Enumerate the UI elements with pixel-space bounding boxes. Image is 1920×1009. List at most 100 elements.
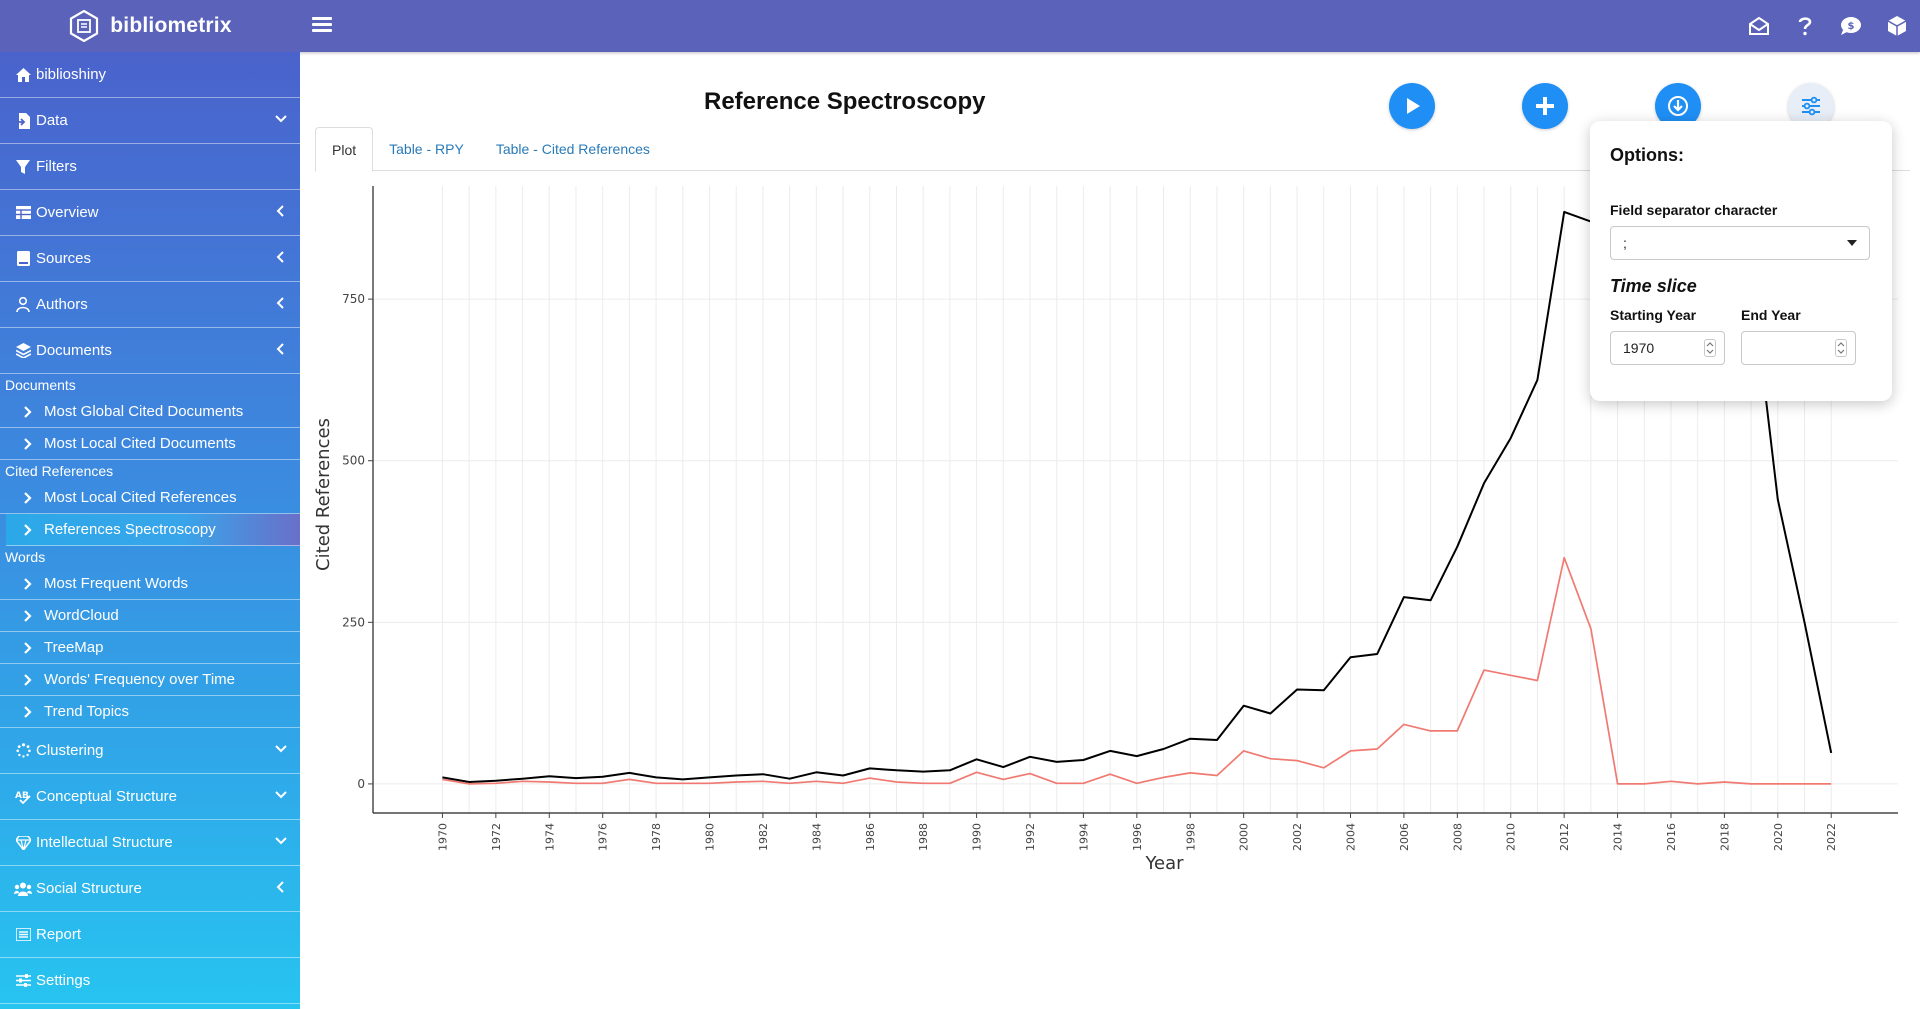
sidebar-item-clustering[interactable]: Clustering <box>0 728 300 774</box>
sidebar-item-label: biblioshiny <box>36 66 107 83</box>
x-tick-label: 2012 <box>1558 823 1571 851</box>
x-tick-label: 1980 <box>704 823 717 851</box>
sidebar-item-sources[interactable]: Sources <box>0 236 300 282</box>
x-tick-label: 1996 <box>1131 823 1144 851</box>
sidebar-item-conceptual-structure[interactable]: AB Conceptual Structure <box>0 774 300 820</box>
sidebar-item-authors[interactable]: Authors <box>0 282 300 328</box>
x-tick-label: 2018 <box>1718 823 1731 851</box>
x-tick-label: 1998 <box>1184 823 1197 851</box>
spell-check-icon: AB <box>14 789 32 805</box>
comment-dollar-icon[interactable]: $ <box>1828 0 1874 52</box>
layers-icon <box>14 343 32 359</box>
chevron-right-icon <box>24 577 32 590</box>
brand-name: bibliometrix <box>110 14 232 37</box>
sidebar-item-intellectual-structure[interactable]: Intellectual Structure <box>0 820 300 866</box>
sidebar-item-label: Documents <box>36 342 112 359</box>
chevron-down-icon <box>275 791 287 799</box>
chevron-left-icon <box>276 251 284 263</box>
sidebar-subitem-references-spectroscopy[interactable]: References Spectroscopy <box>6 514 300 546</box>
x-tick-label: 1974 <box>543 823 556 851</box>
list-icon <box>14 927 32 943</box>
x-tick-label: 2010 <box>1505 823 1518 851</box>
x-tick-label: 2008 <box>1451 823 1464 851</box>
sidebar-item-filters[interactable]: Filters <box>0 144 300 190</box>
sidebar-subitem-most-global-cited-documents[interactable]: Most Global Cited Documents <box>0 396 300 428</box>
sidebar-item-label: Social Structure <box>36 880 142 897</box>
top-bar: bibliometrix $ <box>0 0 1920 52</box>
sidebar-toggle-button[interactable] <box>312 14 332 38</box>
time-slice-title: Time slice <box>1610 276 1697 296</box>
stepper-icon[interactable] <box>1704 339 1716 357</box>
svg-text:$: $ <box>1848 21 1855 32</box>
sidebar-item-documents[interactable]: Documents <box>0 328 300 374</box>
sidebar-subitem-most-frequent-words[interactable]: Most Frequent Words <box>0 568 300 600</box>
x-tick-label: 1984 <box>810 823 823 851</box>
add-to-report-button[interactable] <box>1522 83 1568 129</box>
sliders-icon <box>1802 96 1820 116</box>
tab-plot[interactable]: Plot <box>315 127 374 172</box>
y-tick-label: 750 <box>342 292 365 306</box>
chevron-left-icon <box>276 297 284 309</box>
x-tick-label: 2014 <box>1612 823 1625 851</box>
bibliometrix-logo-icon <box>70 10 99 42</box>
sidebar-item-biblioshiny[interactable]: biblioshiny <box>0 52 300 98</box>
book-icon <box>14 251 32 267</box>
sidebar-subitem-treemap[interactable]: TreeMap <box>0 632 300 664</box>
sidebar-item-social-structure[interactable]: Social Structure <box>0 866 300 912</box>
x-tick-label: 2004 <box>1344 823 1357 851</box>
chevron-right-icon <box>24 523 32 536</box>
tab-table-cited-references[interactable]: Table - Cited References <box>495 141 650 157</box>
main-content: Reference Spectroscopy Plot Table - RPY … <box>300 52 1920 1009</box>
y-tick-label: 500 <box>342 454 365 468</box>
y-tick-label: 250 <box>342 615 365 629</box>
sidebar-subitem-label: Most Local Cited Documents <box>44 435 236 452</box>
series-line-red <box>442 556 1832 785</box>
starting-year-input[interactable]: 1970 <box>1610 331 1725 365</box>
chevron-right-icon <box>24 641 32 654</box>
stepper-icon[interactable] <box>1835 339 1847 357</box>
question-icon[interactable] <box>1782 0 1828 52</box>
section-label-cited-references: Cited References <box>5 463 114 479</box>
run-button[interactable] <box>1389 83 1435 129</box>
separator-select[interactable]: ; <box>1610 226 1870 260</box>
x-tick-label: 1994 <box>1077 823 1090 851</box>
x-tick-label: 2016 <box>1665 823 1678 851</box>
sidebar-subitem-trend-topics[interactable]: Trend Topics <box>0 696 300 728</box>
chevron-left-icon <box>276 343 284 355</box>
sidebar: biblioshiny Data Filters Overview Source… <box>0 52 300 1009</box>
sidebar-subitem-most-local-cited-references[interactable]: Most Local Cited References <box>0 482 300 514</box>
sidebar-subitem-label: WordCloud <box>44 607 119 624</box>
sidebar-item-settings[interactable]: Settings <box>0 958 300 1004</box>
tab-table-rpy[interactable]: Table - RPY <box>389 141 464 157</box>
sidebar-subitem-label: Most Local Cited References <box>44 489 237 506</box>
sidebar-item-label: Conceptual Structure <box>36 788 177 805</box>
options-title: Options: <box>1610 145 1684 165</box>
envelope-open-icon[interactable] <box>1736 0 1782 52</box>
x-tick-label: 1986 <box>864 823 877 851</box>
gem-icon <box>14 835 32 851</box>
end-year-input[interactable] <box>1741 331 1856 365</box>
chevron-down-icon <box>275 745 287 753</box>
sidebar-item-label: Intellectual Structure <box>36 834 173 851</box>
sidebar-item-label: Authors <box>36 296 88 313</box>
sidebar-item-data[interactable]: Data <box>0 98 300 144</box>
sidebar-item-report[interactable]: Report <box>0 912 300 958</box>
brand[interactable]: bibliometrix <box>0 0 300 52</box>
plus-icon <box>1536 97 1554 115</box>
x-tick-label: 1982 <box>757 823 770 851</box>
sidebar-item-label: Overview <box>36 204 99 221</box>
sidebar-item-label: Clustering <box>36 742 104 759</box>
chevron-right-icon <box>24 705 32 718</box>
options-popover: Options: Field separator character ; Tim… <box>1590 121 1892 401</box>
cube-icon[interactable] <box>1874 0 1920 52</box>
section-label-words: Words <box>5 549 46 565</box>
sidebar-item-overview[interactable]: Overview <box>0 190 300 236</box>
sidebar-subitem-most-local-cited-documents[interactable]: Most Local Cited Documents <box>0 428 300 460</box>
sidebar-subitem-words-frequency-over-time[interactable]: Words' Frequency over Time <box>0 664 300 696</box>
x-tick-label: 1990 <box>971 823 984 851</box>
x-tick-label: 2006 <box>1398 823 1411 851</box>
user-icon <box>14 297 32 313</box>
sidebar-subitem-wordcloud[interactable]: WordCloud <box>0 600 300 632</box>
x-tick-label: 1988 <box>917 823 930 851</box>
sidebar-subitem-label: TreeMap <box>44 639 104 656</box>
